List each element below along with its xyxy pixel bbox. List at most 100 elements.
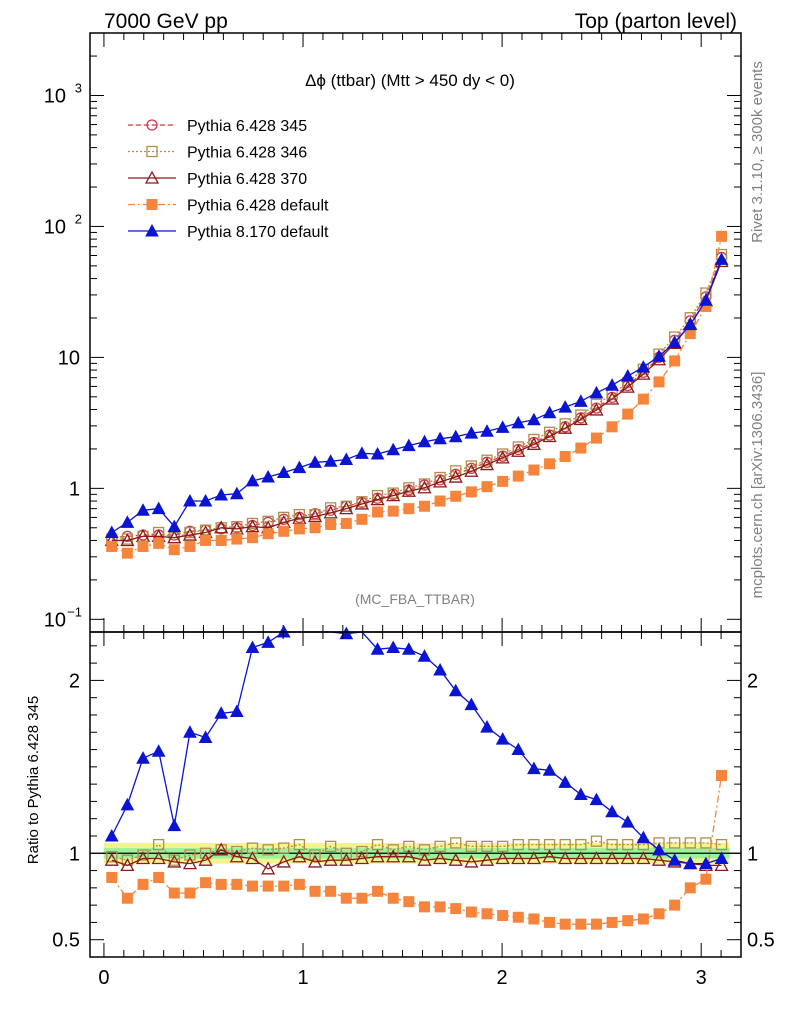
ratio-point — [245, 851, 260, 865]
data-point — [403, 482, 415, 494]
series-3 — [106, 230, 728, 559]
ratio-point — [604, 851, 620, 865]
ratio-xtick-label: 2 — [497, 967, 508, 989]
ratio-point — [386, 849, 401, 863]
ratio-point — [418, 901, 430, 913]
header-left: 7000 GeV pp — [104, 10, 228, 33]
ratio-point — [575, 918, 587, 930]
ratio-point — [278, 842, 290, 854]
ratio-point — [606, 916, 618, 928]
ratio-line — [111, 849, 722, 870]
data-point — [198, 493, 213, 507]
data-point — [403, 503, 415, 515]
ratio-point — [512, 838, 524, 851]
data-point — [683, 317, 698, 331]
ratio-point — [339, 852, 354, 866]
ratio-ytick-label: 0.5 — [52, 930, 80, 952]
data-point — [464, 426, 479, 439]
series-line — [111, 259, 723, 534]
series-line — [111, 261, 723, 542]
ratio-series-3 — [104, 624, 729, 870]
ratio-point — [151, 744, 166, 757]
data-point — [450, 490, 462, 502]
series-2 — [104, 254, 729, 547]
data-point — [528, 464, 540, 476]
ratio-point — [104, 828, 119, 842]
watermark: (MC_FBA_TTBAR) — [355, 591, 475, 607]
legend-label: Pythia 6.428 370 — [187, 171, 307, 188]
ratio-point — [184, 887, 196, 899]
ratio-point — [137, 878, 149, 890]
ratio-point — [198, 730, 213, 743]
ratio-point — [387, 892, 399, 904]
ratio-point — [481, 908, 493, 920]
ratio-point — [262, 880, 274, 892]
ratio-point — [309, 849, 321, 861]
data-point — [184, 540, 196, 552]
ratio-ylabel: Ratio to Pythia 6.428 345 — [25, 696, 42, 864]
ratio-point — [168, 887, 180, 899]
ratio-ytick-label: 2 — [69, 670, 80, 692]
data-point — [215, 534, 227, 546]
legend-marker — [146, 119, 158, 131]
ratio-ytick-label-right: 0.5 — [747, 930, 775, 952]
data-point — [106, 540, 118, 552]
data-point — [590, 432, 602, 444]
data-point — [669, 355, 681, 367]
main-panel: Pythia 6.428 345 Pythia 6.428 346 Pythia 6… — [44, 32, 742, 633]
data-point — [340, 517, 352, 529]
data-point — [182, 527, 198, 541]
data-point — [620, 379, 635, 393]
ratio-xtick-label: 1 — [297, 967, 308, 989]
ratio-point — [716, 769, 728, 781]
data-point — [511, 443, 526, 457]
series-0 — [106, 251, 728, 544]
data-point — [527, 412, 541, 426]
ratio-point — [120, 858, 135, 872]
ratio-point — [214, 706, 229, 719]
ratio-point — [558, 775, 573, 788]
ratio-point — [622, 915, 634, 927]
series-line — [111, 254, 723, 540]
ratio-point — [589, 792, 604, 806]
ratio-point — [340, 847, 352, 859]
data-point — [448, 469, 463, 483]
ratio-point — [325, 840, 337, 853]
data-point — [699, 293, 713, 306]
ratio-point — [715, 838, 728, 851]
ratio-point — [200, 877, 212, 889]
ratio-point — [465, 840, 478, 853]
rivet-label: Rivet 3.1.10, ≥ 300k events — [749, 61, 766, 243]
legend-marker — [145, 223, 159, 237]
ratio-point — [542, 763, 557, 776]
data-point — [153, 526, 165, 539]
ratio-point — [403, 896, 415, 908]
data-point — [464, 463, 479, 477]
data-point — [575, 442, 587, 454]
ratio-point — [464, 854, 479, 868]
ratio-point — [559, 838, 571, 851]
ratio-point — [512, 911, 524, 923]
ratio-point — [667, 853, 682, 866]
ratio-point — [448, 683, 463, 697]
mcplots-label: mcplots.cern.ch [arXiv:1306.3436] — [749, 372, 766, 599]
data-point — [636, 360, 651, 373]
ratio-point — [293, 878, 305, 890]
ratio-axes: 0.5 0.5 1 1 2 2 0 1 2 3 — [52, 632, 775, 989]
data-point — [370, 446, 385, 460]
ratio-point — [590, 918, 602, 930]
data-point — [589, 385, 604, 399]
ratio-point — [151, 851, 166, 865]
data-point — [542, 405, 557, 419]
data-point — [495, 420, 510, 433]
ratio-point — [495, 732, 510, 745]
ratio-point — [153, 871, 165, 883]
ratio-ytick-label-right: 2 — [747, 670, 758, 692]
ratio-line — [111, 631, 722, 865]
legend-marker — [146, 145, 158, 158]
data-point — [716, 230, 728, 242]
legend-label: Pythia 6.428 345 — [187, 118, 307, 135]
ratio-point — [323, 852, 338, 866]
data-point — [307, 509, 323, 523]
data-point — [418, 478, 431, 490]
